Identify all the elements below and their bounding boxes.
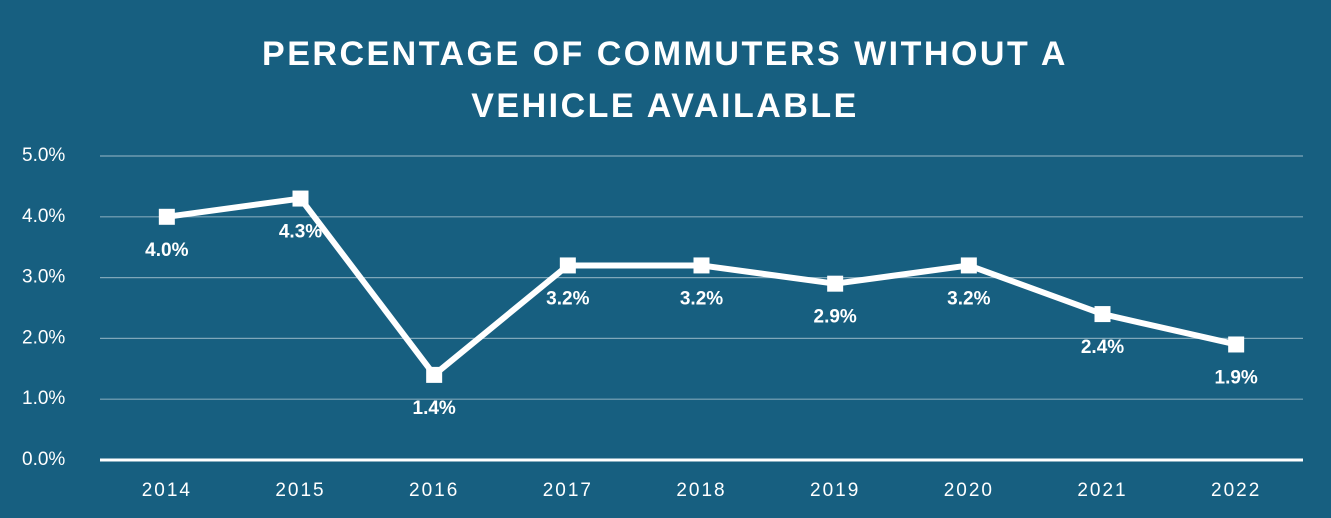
- y-tick-label: 3.0%: [22, 267, 65, 288]
- data-point: [960, 257, 977, 274]
- x-tick-label: 2020: [944, 480, 994, 501]
- data-point: [426, 366, 443, 383]
- x-tick-label: 2016: [409, 480, 459, 501]
- chart-title: PERCENTAGE OF COMMUTERS WITHOUT A VEHICL…: [262, 35, 1068, 125]
- data-label: 2.9%: [814, 307, 857, 328]
- data-label: 4.3%: [279, 222, 322, 243]
- data-label: 3.2%: [546, 288, 589, 309]
- data-point: [693, 257, 710, 274]
- y-tick-label: 1.0%: [22, 388, 65, 409]
- data-point: [292, 190, 309, 207]
- data-label: 2.4%: [1081, 337, 1124, 358]
- data-point: [1094, 306, 1111, 323]
- data-point: [559, 257, 576, 274]
- data-line: [166, 195, 1237, 378]
- y-tick-label: 4.0%: [22, 206, 65, 227]
- x-tick-label: 2022: [1211, 480, 1261, 501]
- x-tick-label: 2015: [275, 480, 325, 501]
- data-label: 3.2%: [680, 288, 723, 309]
- data-point: [1228, 336, 1245, 353]
- data-label: 1.4%: [413, 398, 456, 419]
- x-tick-label: 2017: [543, 480, 593, 501]
- x-tick-label: 2019: [810, 480, 860, 501]
- data-point: [158, 208, 175, 225]
- data-point: [827, 275, 844, 292]
- data-label: 3.2%: [947, 288, 990, 309]
- x-tick-label: 2021: [1077, 480, 1127, 501]
- data-label: 1.9%: [1215, 367, 1258, 388]
- data-label: 4.0%: [145, 240, 188, 261]
- y-tick-label: 5.0%: [22, 145, 65, 166]
- y-tick-label: 0.0%: [22, 449, 65, 470]
- y-tick-label: 2.0%: [22, 327, 65, 348]
- x-tick-label: 2018: [676, 480, 726, 501]
- x-tick-label: 2014: [142, 480, 192, 501]
